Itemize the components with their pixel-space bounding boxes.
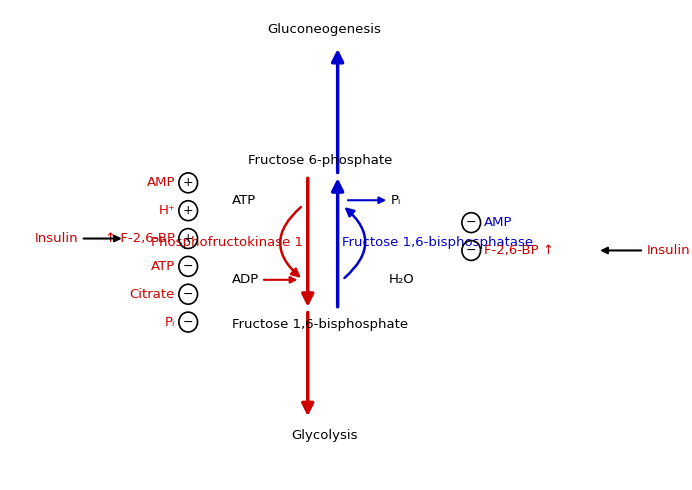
Text: Insulin: Insulin xyxy=(35,232,78,245)
Text: ↑ F-2,6-BP: ↑ F-2,6-BP xyxy=(105,232,175,245)
Text: AMP: AMP xyxy=(147,176,175,189)
Text: Pᵢ: Pᵢ xyxy=(391,194,401,207)
Text: Phosphofructokinase 1: Phosphofructokinase 1 xyxy=(151,236,303,249)
Text: −: − xyxy=(466,244,477,257)
Text: H⁺: H⁺ xyxy=(158,204,175,217)
Text: ADP: ADP xyxy=(232,273,260,286)
Text: Gluconeogenesis: Gluconeogenesis xyxy=(268,23,381,36)
Text: −: − xyxy=(183,260,194,273)
Text: Fructose 1,6-bisphosphate: Fructose 1,6-bisphosphate xyxy=(232,318,408,331)
Text: Fructose 1,6-bisphosphatase: Fructose 1,6-bisphosphatase xyxy=(343,236,534,249)
Text: Citrate: Citrate xyxy=(129,288,175,301)
Text: H₂O: H₂O xyxy=(389,273,415,286)
Text: +: + xyxy=(183,176,194,189)
Text: +: + xyxy=(183,204,194,217)
Text: F-2,6-BP ↑: F-2,6-BP ↑ xyxy=(484,244,554,257)
Text: −: − xyxy=(183,316,194,329)
Text: Insulin: Insulin xyxy=(647,244,691,257)
Text: AMP: AMP xyxy=(484,216,513,229)
Text: −: − xyxy=(466,216,477,229)
Text: ATP: ATP xyxy=(151,260,175,273)
Text: −: − xyxy=(183,288,194,301)
Text: Fructose 6-phosphate: Fructose 6-phosphate xyxy=(248,154,392,168)
Text: ATP: ATP xyxy=(232,194,257,207)
Text: +: + xyxy=(183,232,194,245)
Text: Pᵢ: Pᵢ xyxy=(165,316,175,329)
Text: Glycolysis: Glycolysis xyxy=(291,429,358,442)
